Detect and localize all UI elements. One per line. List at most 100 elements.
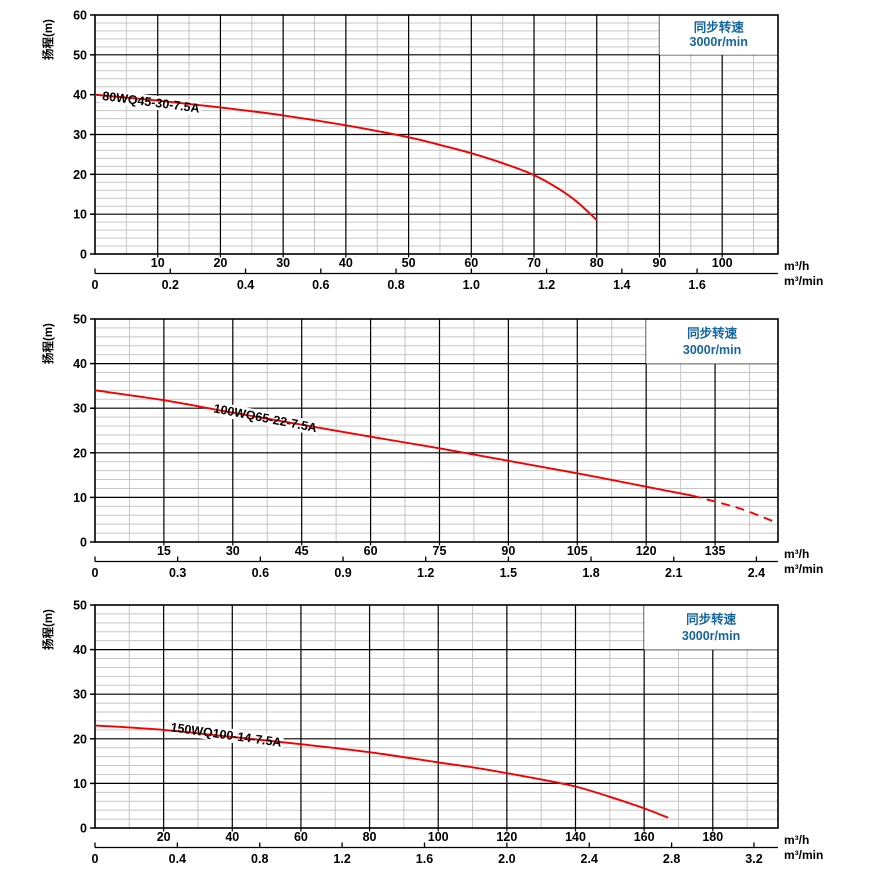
x-tick-label-m3min: 2.0 [498,852,515,866]
speed-note-title: 同步转速 [686,612,737,627]
x-tick-label-m3h: 70 [527,256,541,270]
curve-label-bg-rect [98,88,203,116]
x-tick-label-m3min: 1.5 [500,566,517,580]
y-tick-label: 50 [73,599,87,613]
curve-model-label: 80WQ45-30-7.5A [102,89,201,116]
x-tick-label-m3min: 3.2 [745,852,762,866]
x-axis-m3h: 15 30 45 60 75 90 105 120 135 m³/h [157,542,809,561]
x-tick-label-m3h: 140 [565,830,586,844]
flow-unit-m3min-label: m³/min [784,562,823,576]
x-tick-label-m3h: 30 [226,544,240,558]
speed-note-title: 同步转速 [687,326,738,341]
x-tick-label-m3h: 80 [363,830,377,844]
x-axis-m3min: 0 0.4 0.8 1.2 1.6 2.0 2.4 2.8 3.2 m³/min [92,842,823,866]
x-tick-label-m3h: 20 [213,256,227,270]
x-tick-label-m3h: 90 [501,544,515,558]
x-tick-label-m3min: 0.8 [387,278,404,292]
x-tick-label-m3h: 80 [590,256,604,270]
y-tick-label: 20 [73,732,87,746]
curve-model-label: 150WQ100-14-7.5A [170,720,283,749]
y-tick-label: 40 [73,643,87,657]
chart-2: 100WQ65-22-7.5A同步转速3000r/min01020304050扬… [41,313,823,581]
y-tick-label: 30 [73,402,87,416]
x-tick-label-m3min: 1.8 [582,566,599,580]
x-tick-label-m3min: 1.2 [333,852,350,866]
flow-unit-m3h-label: m³/h [784,547,809,561]
x-tick-label-m3h: 120 [636,544,657,558]
y-tick-label: 30 [73,128,87,142]
speed-note-rpm: 3000r/min [683,343,741,357]
pump-curve [94,93,598,221]
x-axis-m3min: 0 0.3 0.6 0.9 1.2 1.5 1.8 2.1 2.4 m³/min [92,556,823,580]
curve-label-backing [166,719,284,750]
x-tick-label-m3min: 0.9 [334,566,351,580]
y-tick-label: 20 [73,168,87,182]
y-tick-label: 10 [73,491,87,505]
x-tick-label-m3min: 0.6 [312,278,329,292]
y-axis: 0 10 20 30 40 50 [73,313,95,550]
x-tick-label-m3min: 1.4 [613,278,630,292]
flow-unit-m3min-label: m³/min [784,848,823,862]
speed-note-rpm: 3000r/min [690,35,748,49]
y-tick-label: 60 [73,9,87,23]
y-tick-label: 30 [73,688,87,702]
x-tick-label-m3min: 1.6 [416,852,433,866]
y-tick-label: 50 [73,48,87,62]
pump-curve [94,389,693,497]
x-tick-label-m3min: 0.4 [169,852,186,866]
x-tick-label-m3h: 15 [157,544,171,558]
x-tick-label-m3min: 0.6 [252,566,269,580]
plot-border [94,318,779,543]
curve-label-bg-rect [166,719,284,750]
y-tick-label: 10 [73,777,87,791]
x-tick-label-m3h: 135 [705,544,726,558]
x-axis-m3h: 10 20 30 40 50 60 70 80 90 100 m³/h [151,254,809,273]
chart-3: 150WQ100-14-7.5A 同步转速 3000r/min 0 10 20 30 40 50… [41,599,823,867]
x-tick-label-m3h: 100 [712,256,733,270]
y-tick-label: 40 [73,357,87,371]
x-tick-label-m3min: 0.3 [169,566,186,580]
y-tick-label: 0 [80,536,87,550]
y-axis: 0 10 20 30 40 50 [73,599,95,836]
x-axis-m3h: 20 40 60 80 100 120 140 160 180 m³/h [157,828,809,847]
x-tick-label-m3min: 1.2 [538,278,555,292]
x-tick-label-m3h: 180 [702,830,723,844]
x-tick-label-m3min: 2.4 [581,852,598,866]
y-tick-label: 0 [80,822,87,836]
speed-note-rpm: 3000r/min [682,629,740,643]
x-tick-label-m3h: 120 [496,830,517,844]
grid-major [95,15,778,254]
pump-curve-dashed [691,494,773,522]
x-tick-label-m3min: 0 [92,852,99,866]
x-tick-label-m3min: 2.4 [748,566,765,580]
x-tick-label-m3min: 2.8 [663,852,680,866]
y-tick-label: 20 [73,446,87,460]
x-tick-label-m3h: 160 [634,830,655,844]
x-tick-label-m3h: 60 [364,544,378,558]
x-tick-label-m3h: 75 [433,544,447,558]
x-tick-label-m3h: 40 [225,830,239,844]
x-tick-label-m3min: 0 [92,566,99,580]
x-tick-label-m3min: 0.2 [162,278,179,292]
x-tick-label-m3min: 1.2 [417,566,434,580]
pump-curve [94,724,669,819]
x-tick-label-m3h: 40 [339,256,353,270]
x-tick-label-m3h: 60 [294,830,308,844]
x-tick-label-m3h: 60 [464,256,478,270]
x-tick-label-m3min: 0.4 [237,278,254,292]
y-tick-label: 10 [73,208,87,222]
speed-note-box [644,605,778,650]
flow-unit-m3min-label: m³/min [784,274,823,288]
y-axis: 0 10 20 30 40 50 60 [73,9,95,262]
flow-unit-m3h-label: m³/h [784,259,809,273]
speed-note-box [659,15,778,55]
x-tick-label-m3h: 20 [157,830,171,844]
plot-border [94,604,779,829]
x-tick-label-m3min: 1.6 [688,278,705,292]
y-tick-label: 50 [73,313,87,327]
x-tick-label-m3min: 2.1 [665,566,682,580]
curve-label-backing [98,88,203,116]
